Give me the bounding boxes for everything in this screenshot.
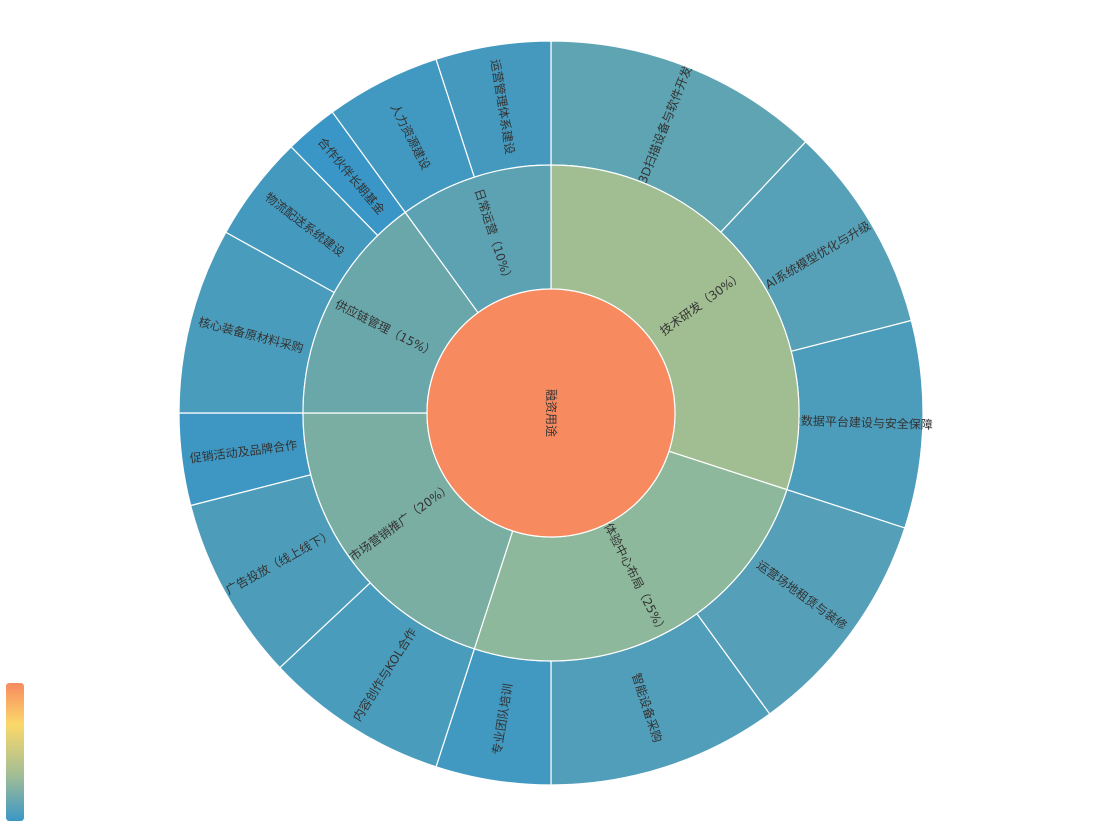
center-group: 融资用途	[426, 288, 676, 538]
outer-ring: 3D扫描设备与软件开发AI系统模型优化与升级大数据平台建设与安全保障运营场地租赁…	[178, 40, 933, 786]
visual-map-gradient	[6, 683, 24, 821]
visual-map-bar[interactable]	[6, 683, 24, 821]
root-segment[interactable]	[426, 288, 676, 538]
middle-ring: 技术研发（30%）体验中心布局（25%）市场营销推广（20%）供应链管理（15%…	[302, 164, 800, 662]
subcategory-label-0-2: 大数据平台建设与安全保障	[789, 412, 933, 432]
root-label: 融资用途	[544, 389, 559, 437]
